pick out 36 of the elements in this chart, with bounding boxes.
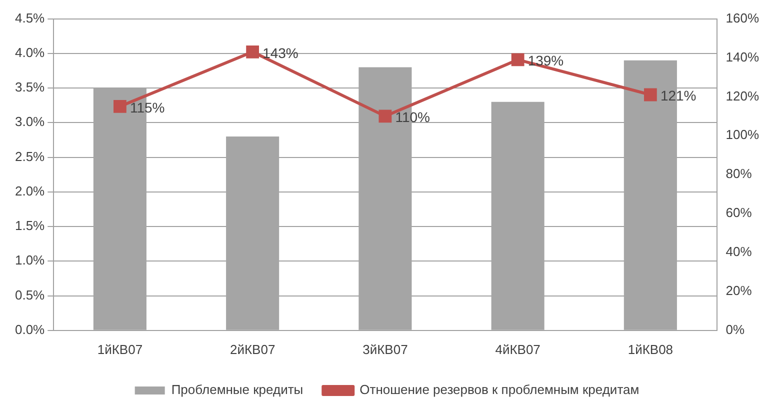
legend-label: Отношение резервов к проблемным кредитам: [360, 382, 640, 398]
data-label: 115%: [130, 99, 165, 116]
y2-tick-label: 40%: [726, 244, 752, 260]
x-tick-label: 4йКВ07: [495, 342, 540, 357]
y-tick-label: 0.5%: [14, 287, 46, 302]
y2-tick-label: 160%: [726, 10, 760, 26]
y-tick-label: 4.5%: [14, 10, 46, 26]
y2-tick-label: 20%: [726, 283, 752, 298]
y-tick-label: 3.0%: [14, 114, 46, 130]
x-tick-label: 3йКВ07: [362, 342, 408, 357]
data-label: 121%: [660, 88, 696, 104]
point: [644, 88, 657, 102]
y2-tick-label: 120%: [726, 88, 760, 104]
point: [246, 45, 260, 58]
legend-label: Проблемные кредиты: [171, 382, 304, 398]
point: [511, 53, 524, 66]
data-label: 143%: [262, 44, 298, 61]
y2-tick-label: 60%: [726, 205, 752, 220]
y2-tick-label: 140%: [726, 49, 760, 64]
y-tick-label: 3.5%: [14, 80, 46, 95]
point: [113, 100, 126, 113]
y-tick-label: 1.0%: [14, 252, 46, 268]
y2-tick-label: 80%: [726, 166, 752, 182]
point: [378, 110, 392, 123]
x-tick-label: 1йКВ08: [628, 342, 674, 357]
x-tick-label: 1йКВ07: [97, 342, 143, 357]
y-tick-label: 0.0%: [14, 322, 46, 337]
y-tick-label: 2.0%: [14, 183, 46, 198]
data-label: 110%: [395, 109, 430, 126]
x-tick-label: 2йКВ07: [230, 342, 276, 357]
y2-tick-label: 100%: [726, 127, 760, 142]
data-label: 139%: [528, 52, 564, 69]
y-tick-label: 1.5%: [14, 218, 46, 234]
y-tick-label: 2.5%: [14, 148, 46, 164]
y-tick-label: 4.0%: [14, 45, 46, 60]
y2-tick-label: 0%: [726, 322, 745, 337]
